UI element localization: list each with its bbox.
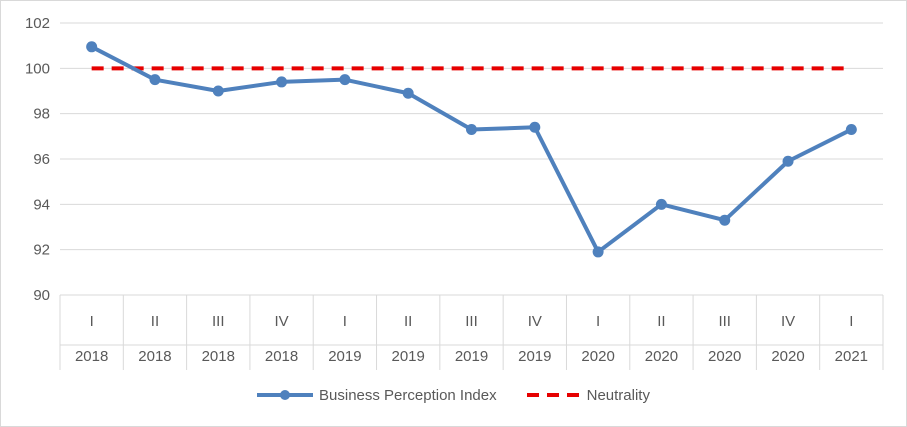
- bpi-point: [592, 246, 604, 258]
- y-tick-label: 98: [33, 106, 50, 123]
- x-year-label: 2020: [708, 348, 741, 365]
- legend-item-neutrality: Neutrality: [525, 387, 650, 404]
- bpi-point: [149, 74, 161, 86]
- legend-neutrality-label: Neutrality: [586, 386, 650, 404]
- x-quarter-label: III: [718, 313, 731, 330]
- y-tick-label: 96: [33, 151, 50, 168]
- x-quarter-label: I: [596, 313, 600, 330]
- gridlines: [59, 22, 884, 370]
- x-year-label: 2019: [518, 348, 551, 365]
- legend-bpi-swatch: [257, 390, 314, 400]
- bpi-point: [655, 198, 667, 210]
- x-year-label: 2018: [265, 348, 298, 365]
- bpi-point: [845, 124, 857, 136]
- legend: Business Perception Index Neutrality: [0, 383, 907, 407]
- x-quarter-label: II: [404, 313, 412, 330]
- y-axis-ticks: 90 92 94 96 98 100 102: [25, 15, 50, 304]
- bpi-line: [90, 45, 853, 254]
- x-quarter-label: IV: [274, 313, 288, 330]
- bpi-point: [466, 124, 477, 136]
- x-quarter-label: I: [849, 313, 853, 330]
- x-quarter-label: I: [90, 313, 94, 330]
- legend-item-bpi: Business Perception Index: [257, 387, 497, 404]
- x-quarter-label: II: [657, 313, 665, 330]
- x-year-label: 2020: [771, 348, 804, 365]
- x-year-label: 2020: [581, 348, 614, 365]
- x-year-label: 2021: [835, 348, 868, 365]
- y-tick-label: 94: [33, 196, 50, 213]
- bpi-point: [402, 87, 414, 99]
- y-tick-label: 92: [33, 242, 50, 259]
- bpi-point: [782, 155, 794, 167]
- bpi-point: [719, 214, 731, 226]
- y-tick-label: 102: [25, 15, 50, 32]
- x-year-label: 2018: [75, 348, 108, 365]
- x-year-label: 2018: [138, 348, 171, 365]
- x-quarter-label: III: [465, 313, 478, 330]
- x-quarter-label: IV: [781, 313, 795, 330]
- legend-neutrality-swatch: [526, 393, 581, 397]
- legend-bpi-label: Business Perception Index: [319, 386, 497, 404]
- x-quarter-label: II: [151, 313, 159, 330]
- bpi-point: [276, 76, 288, 88]
- x-year-label: 2018: [202, 348, 235, 365]
- x-year-label: 2019: [328, 348, 361, 365]
- y-tick-label: 90: [33, 287, 50, 304]
- x-quarter-label: III: [212, 313, 225, 330]
- x-quarter-label: IV: [528, 313, 542, 330]
- bpi-point: [339, 74, 351, 86]
- x-year-label: 2019: [455, 348, 488, 365]
- bpi-point: [86, 41, 98, 53]
- bpi-point: [529, 121, 541, 133]
- bpi-point: [212, 85, 224, 97]
- x-year-label: 2020: [645, 348, 678, 365]
- x-quarter-label: I: [343, 313, 347, 330]
- series-layer: [86, 41, 857, 258]
- x-axis-categories: I2018II2018III2018IV2018I2019II2019III20…: [75, 313, 868, 365]
- y-tick-label: 100: [25, 60, 50, 77]
- x-year-label: 2019: [392, 348, 425, 365]
